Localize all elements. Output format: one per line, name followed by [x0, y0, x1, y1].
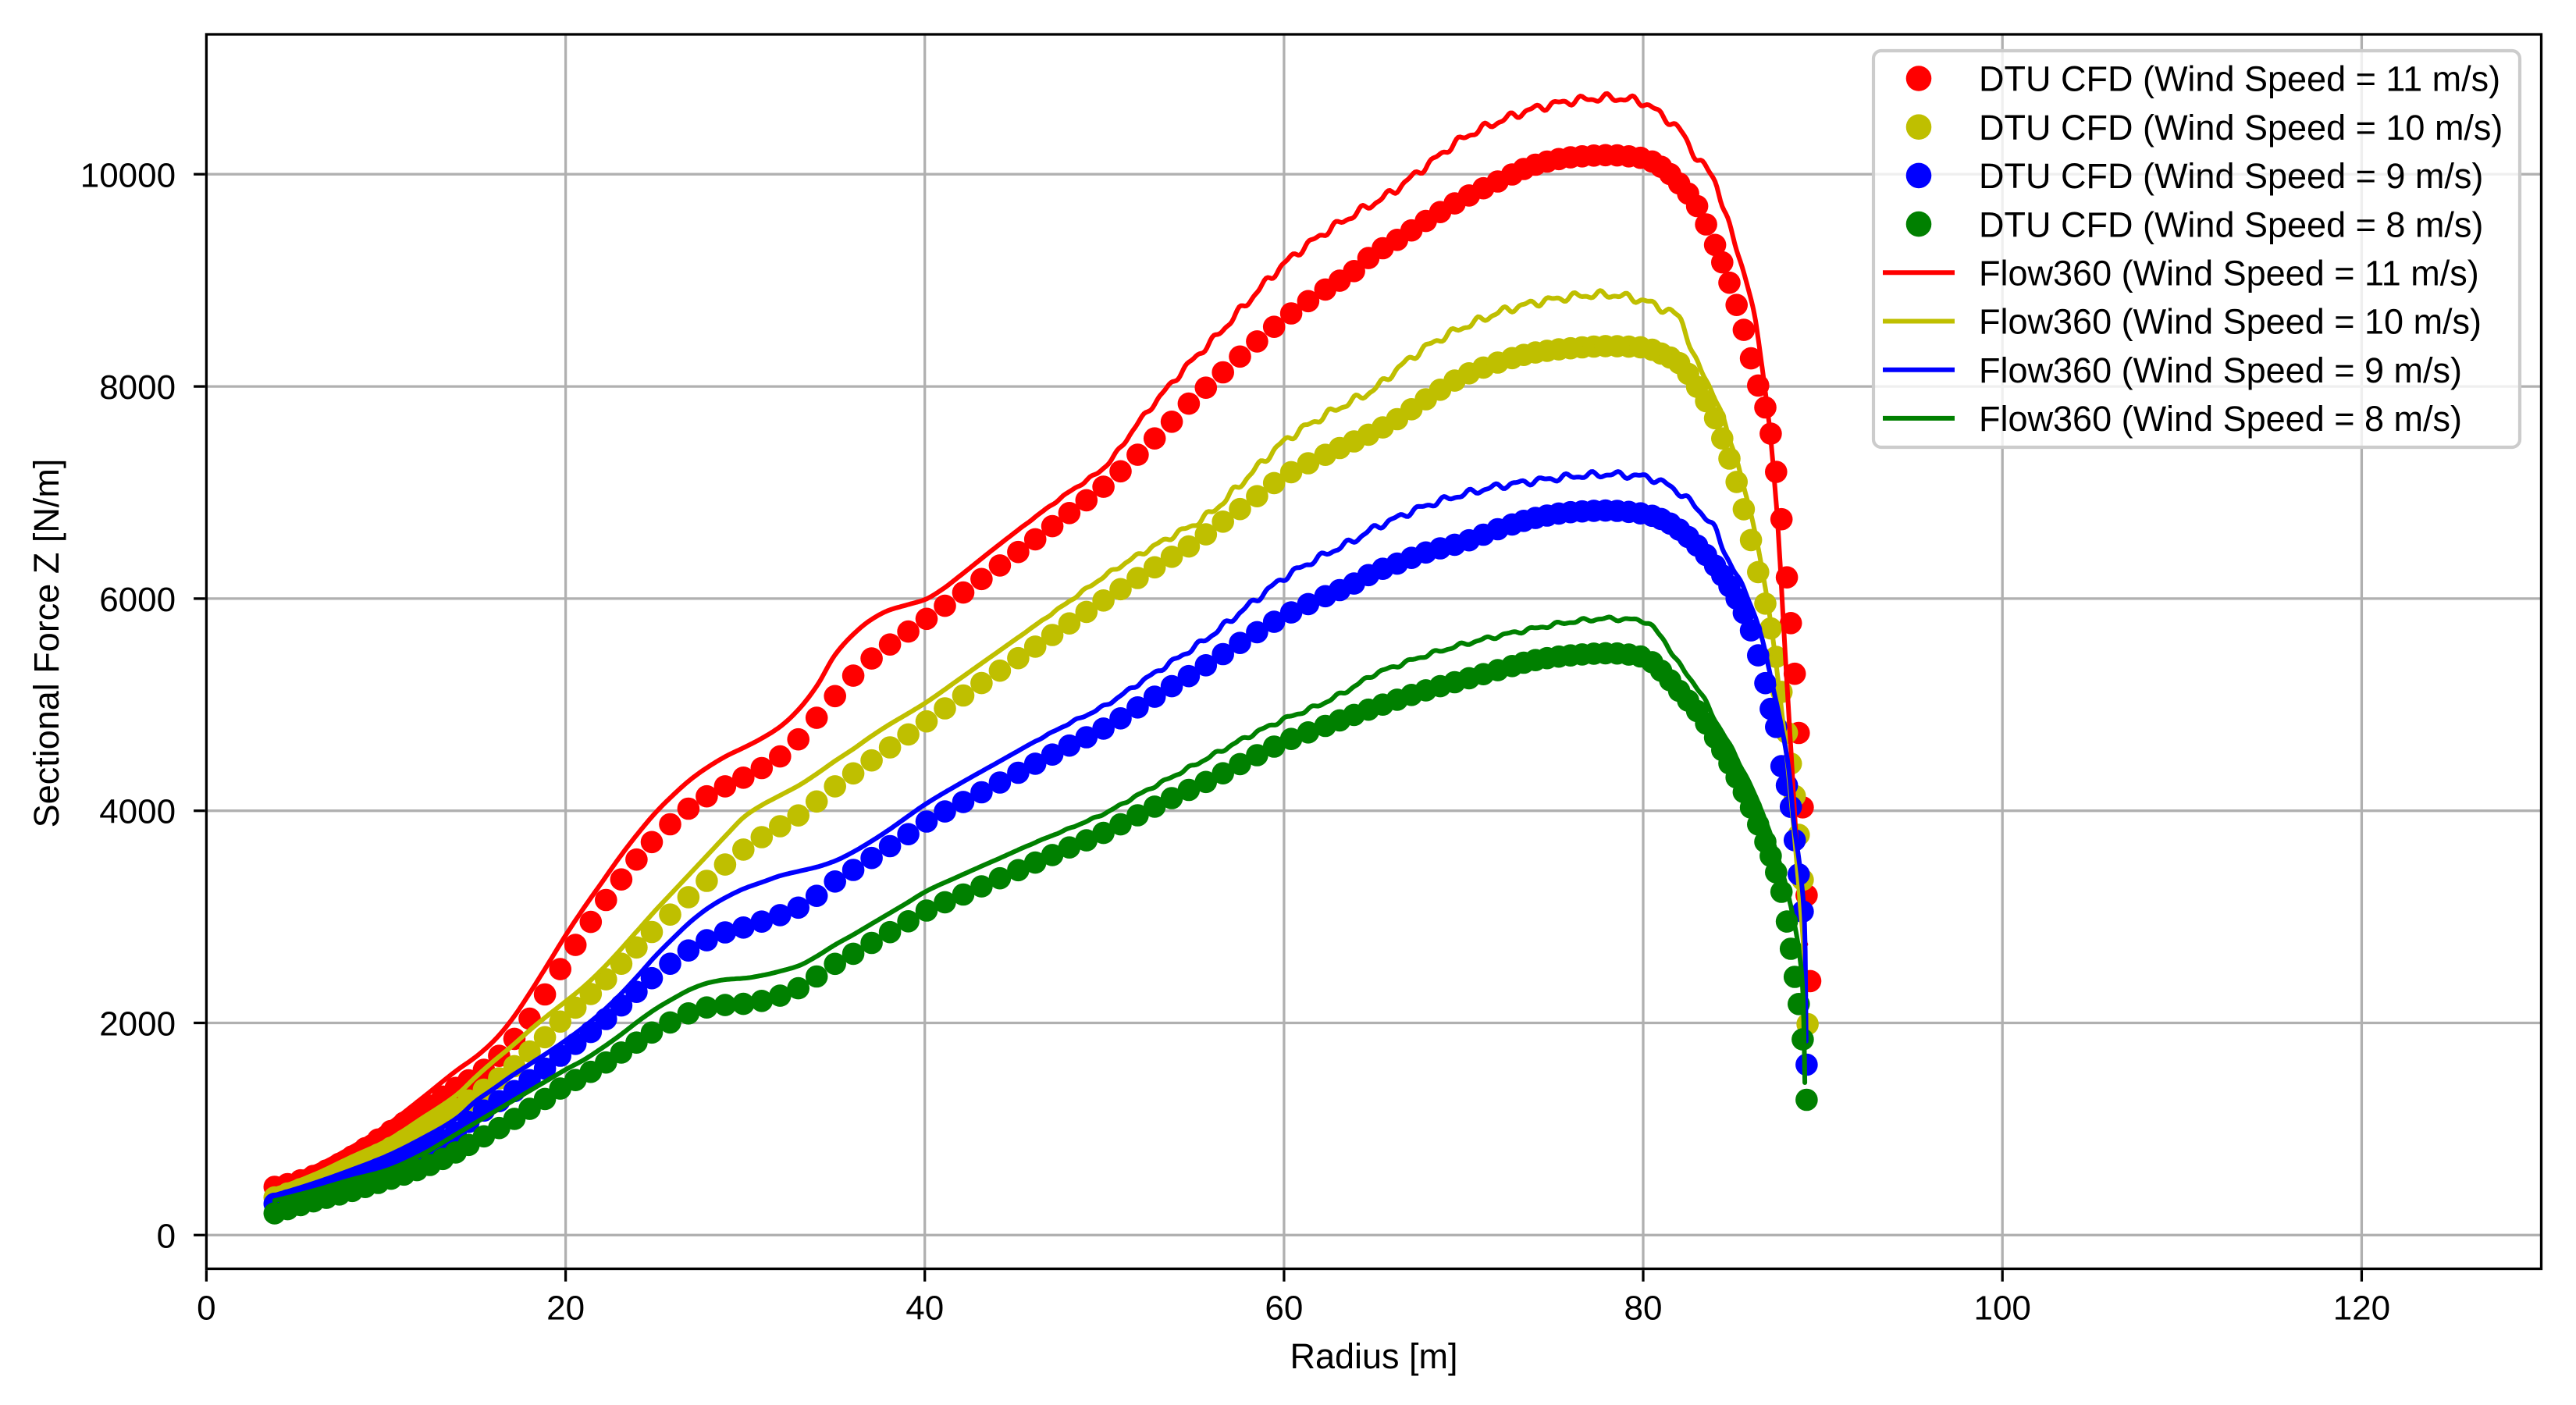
svg-text:40: 40: [906, 1289, 944, 1327]
svg-text:120: 120: [2333, 1289, 2390, 1327]
svg-text:20: 20: [546, 1289, 585, 1327]
svg-text:10000: 10000: [80, 156, 176, 194]
svg-text:Radius [m]: Radius [m]: [1290, 1336, 1457, 1376]
svg-text:2000: 2000: [99, 1005, 176, 1044]
svg-text:100: 100: [1973, 1289, 2030, 1327]
svg-text:0: 0: [157, 1217, 176, 1255]
svg-text:DTU CFD (Wind Speed = 8 m/s): DTU CFD (Wind Speed = 8 m/s): [1979, 205, 2483, 244]
svg-text:8000: 8000: [99, 368, 176, 407]
svg-text:Flow360 (Wind Speed = 10 m/s): Flow360 (Wind Speed = 10 m/s): [1979, 302, 2482, 342]
svg-text:Flow360 (Wind Speed = 11 m/s): Flow360 (Wind Speed = 11 m/s): [1979, 254, 2479, 293]
svg-text:DTU CFD (Wind Speed = 11 m/s): DTU CFD (Wind Speed = 11 m/s): [1979, 59, 2500, 99]
svg-text:Flow360 (Wind Speed = 9 m/s): Flow360 (Wind Speed = 9 m/s): [1979, 350, 2462, 390]
svg-text:Sectional Force Z [N/m]: Sectional Force Z [N/m]: [27, 459, 66, 828]
svg-text:0: 0: [197, 1289, 215, 1327]
svg-text:DTU CFD (Wind Speed = 10 m/s): DTU CFD (Wind Speed = 10 m/s): [1979, 108, 2503, 148]
svg-text:6000: 6000: [99, 581, 176, 619]
svg-text:4000: 4000: [99, 793, 176, 831]
svg-text:Flow360 (Wind Speed = 8 m/s): Flow360 (Wind Speed = 8 m/s): [1979, 399, 2462, 439]
svg-text:80: 80: [1624, 1289, 1663, 1327]
svg-text:60: 60: [1265, 1289, 1303, 1327]
svg-text:DTU CFD (Wind Speed = 9 m/s): DTU CFD (Wind Speed = 9 m/s): [1979, 156, 2483, 196]
